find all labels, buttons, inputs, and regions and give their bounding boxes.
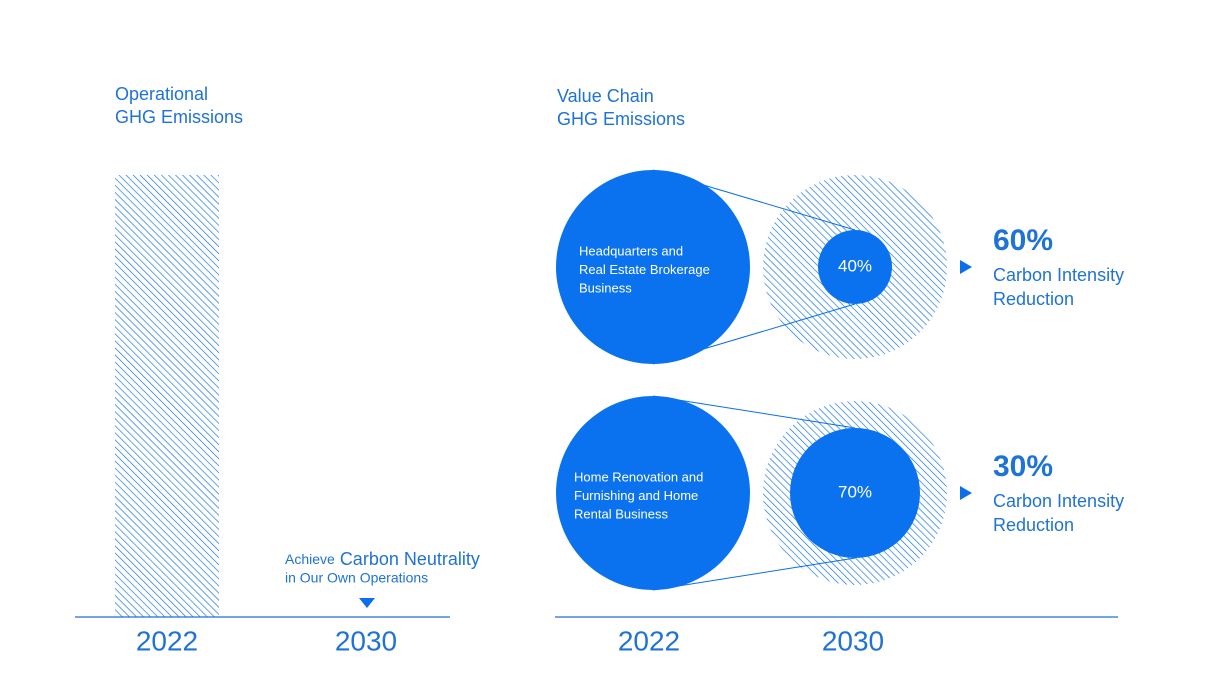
year-label: 2022 xyxy=(618,625,680,656)
segment-label: Home Renovation and xyxy=(574,469,703,484)
year-label: 2022 xyxy=(136,625,198,656)
reduction-label: Carbon Intensity xyxy=(993,265,1124,285)
reduction-label: Reduction xyxy=(993,289,1074,309)
panel-title: GHG Emissions xyxy=(115,107,243,127)
segment-label: Business xyxy=(579,280,632,295)
reduction-value: 30% xyxy=(993,450,1053,483)
segment-label: Furnishing and Home xyxy=(574,488,698,503)
share-label: 70% xyxy=(838,482,872,501)
year-label: 2030 xyxy=(335,625,397,656)
segment-circle xyxy=(556,170,750,364)
annotation-emphasis: Carbon Neutrality xyxy=(340,549,480,569)
connector xyxy=(652,557,856,591)
annotation: in Our Own Operations xyxy=(285,570,428,586)
segment-circle xyxy=(556,396,750,590)
annotation: Achieve Carbon Neutrality xyxy=(285,549,480,569)
share-circle xyxy=(818,230,892,304)
segment-label: Real Estate Brokerage xyxy=(579,262,710,277)
segment-label: Headquarters and xyxy=(579,243,683,258)
share-label: 40% xyxy=(838,256,872,275)
marker-triangle xyxy=(359,598,375,608)
segment-label: Rental Business xyxy=(574,506,668,521)
panel-title: Value Chain xyxy=(557,86,654,106)
annotation-prefix: Achieve xyxy=(285,551,335,567)
year-label: 2030 xyxy=(822,625,884,656)
hatched-bar xyxy=(115,175,219,617)
reduction-label: Reduction xyxy=(993,515,1074,535)
reduction-label: Carbon Intensity xyxy=(993,491,1124,511)
connector xyxy=(652,395,856,429)
arrow xyxy=(960,486,972,500)
panel-title: GHG Emissions xyxy=(557,109,685,129)
arrow xyxy=(960,260,972,274)
panel-title: Operational xyxy=(115,84,208,104)
reduction-value: 60% xyxy=(993,224,1053,257)
share-circle xyxy=(790,428,920,558)
